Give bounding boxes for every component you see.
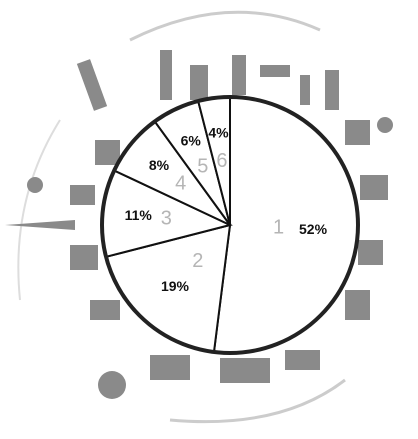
slice-percent: 19% [161, 278, 190, 294]
pie: 1 52% 219% 3 11% 4 8% 5 6% 6 4% [101, 95, 359, 354]
slice-number: 4 [175, 172, 186, 194]
slice-percent: 52% [299, 221, 328, 237]
slice-percent: 4% [208, 124, 229, 140]
slice-number: 6 [216, 150, 227, 172]
skyline-decoration [5, 10, 393, 424]
slice-number: 3 [161, 207, 172, 229]
slice-number: 1 [273, 216, 284, 238]
slice-percent: 11% [125, 207, 153, 223]
pie-rim [100, 95, 360, 355]
slice-number: 5 [197, 155, 208, 177]
pie-slice [212, 95, 359, 354]
slice-number: 2 [192, 250, 203, 272]
slice-percent: 8% [149, 157, 170, 173]
slice-percent: 6% [181, 132, 202, 148]
